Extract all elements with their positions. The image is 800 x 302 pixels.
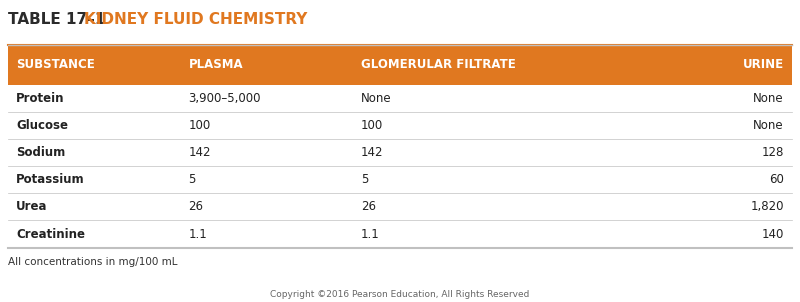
- Text: 60: 60: [769, 173, 784, 186]
- Text: All concentrations in mg/100 mL: All concentrations in mg/100 mL: [8, 257, 178, 267]
- Text: None: None: [754, 92, 784, 105]
- Text: 128: 128: [762, 146, 784, 159]
- Text: Creatinine: Creatinine: [16, 227, 85, 241]
- Text: 3,900–5,000: 3,900–5,000: [189, 92, 261, 105]
- FancyBboxPatch shape: [8, 166, 792, 193]
- Text: 1.1: 1.1: [189, 227, 207, 241]
- Text: 140: 140: [762, 227, 784, 241]
- Text: Potassium: Potassium: [16, 173, 85, 186]
- FancyBboxPatch shape: [8, 139, 792, 166]
- Text: Urea: Urea: [16, 200, 47, 214]
- Text: Glucose: Glucose: [16, 119, 68, 132]
- FancyBboxPatch shape: [8, 85, 792, 112]
- Text: None: None: [754, 119, 784, 132]
- Text: Sodium: Sodium: [16, 146, 66, 159]
- Text: Protein: Protein: [16, 92, 65, 105]
- Text: 1.1: 1.1: [361, 227, 380, 241]
- Text: KIDNEY FLUID CHEMISTRY: KIDNEY FLUID CHEMISTRY: [84, 12, 307, 27]
- Text: GLOMERULAR FILTRATE: GLOMERULAR FILTRATE: [361, 58, 516, 72]
- Text: PLASMA: PLASMA: [189, 58, 243, 72]
- Text: 26: 26: [361, 200, 376, 214]
- Text: 1,820: 1,820: [750, 200, 784, 214]
- Text: 5: 5: [189, 173, 196, 186]
- Text: 142: 142: [189, 146, 211, 159]
- Text: URINE: URINE: [743, 58, 784, 72]
- FancyBboxPatch shape: [8, 193, 792, 220]
- FancyBboxPatch shape: [8, 45, 792, 85]
- Text: Copyright ©2016 Pearson Education, All Rights Reserved: Copyright ©2016 Pearson Education, All R…: [270, 290, 530, 299]
- FancyBboxPatch shape: [8, 112, 792, 139]
- Text: 5: 5: [361, 173, 368, 186]
- Text: 26: 26: [189, 200, 203, 214]
- Text: 100: 100: [189, 119, 210, 132]
- Text: SUBSTANCE: SUBSTANCE: [16, 58, 94, 72]
- Text: 142: 142: [361, 146, 383, 159]
- Text: None: None: [361, 92, 391, 105]
- Text: 100: 100: [361, 119, 383, 132]
- FancyBboxPatch shape: [8, 220, 792, 248]
- Text: TABLE 17–1: TABLE 17–1: [8, 12, 110, 27]
